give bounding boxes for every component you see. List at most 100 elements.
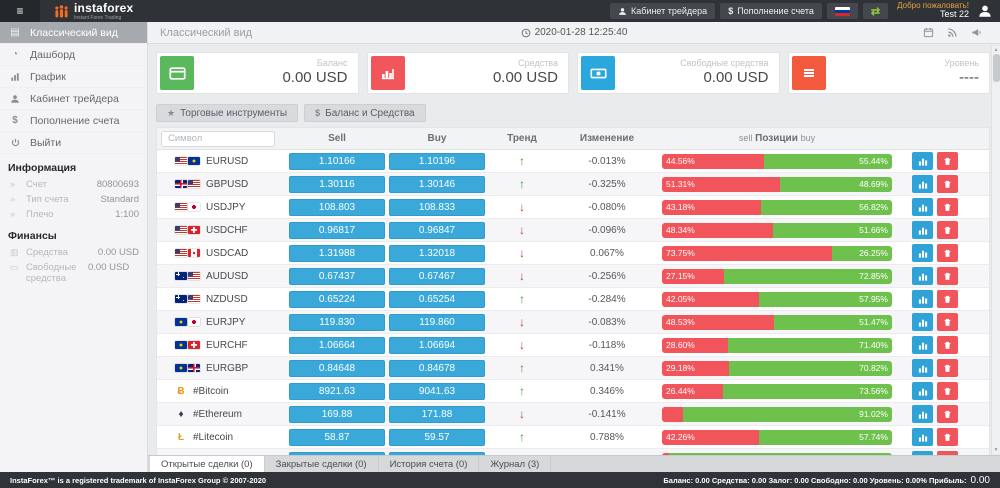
buy-price-button[interactable]: 1.30146 [389,176,485,193]
menu-toggle-button[interactable]: ≡ [0,0,40,22]
buy-price-button[interactable]: 0.84678 [389,360,485,377]
buy-positions-segment: 71.40% [728,338,892,353]
sidebar-item-classic-view[interactable]: ▤ Классический вид [0,22,147,44]
buy-price-button[interactable]: 1.32018 [389,245,485,262]
delete-symbol-button[interactable] [937,382,958,400]
sell-price-button[interactable]: 0.67437 [289,268,385,285]
sidebar-item-logout[interactable]: Выйти [0,132,147,154]
finance-row-equity: ▥ Средства 0.00 USD [0,245,147,260]
open-chart-button[interactable] [912,175,933,193]
delete-symbol-button[interactable] [937,175,958,193]
scroll-down-arrow-icon[interactable]: ▼ [994,446,999,454]
scroll-up-arrow-icon[interactable]: ▲ [994,46,999,54]
delete-symbol-button[interactable] [937,405,958,423]
delete-symbol-button[interactable] [937,336,958,354]
trend-up-arrow-icon: ↑ [519,431,525,443]
delete-symbol-button[interactable] [937,244,958,262]
delete-symbol-button[interactable] [937,428,958,446]
delete-symbol-button[interactable] [937,359,958,377]
symbol-name: #Litecoin [193,432,233,443]
symbol-name: EURCHF [206,340,248,351]
buy-price-button[interactable]: 59.57 [389,429,485,446]
power-icon [0,138,30,147]
symbol-filter-input[interactable] [161,131,275,147]
buy-price-button[interactable]: 0.65254 [389,291,485,308]
tab-journal[interactable]: Журнал (3) [479,456,551,472]
vertical-scrollbar[interactable]: ▲ ▼ [991,46,1000,454]
avatar[interactable] [978,4,992,18]
sidebar-item-deposit[interactable]: $ Пополнение счета [0,110,147,132]
change-value: -0.284% [557,294,657,305]
sell-price-button[interactable]: 169.88 [289,406,385,423]
sell-price-button[interactable]: 1.30116 [289,176,385,193]
sell-price-button[interactable]: 1.31988 [289,245,385,262]
trading-instruments-button[interactable]: ★ Торговые инструменты [156,104,298,122]
buy-price-button[interactable]: 119.860 [389,314,485,331]
buy-price-button[interactable]: 171.88 [389,406,485,423]
open-chart-button[interactable] [912,198,933,216]
sell-price-button[interactable]: 58.87 [289,429,385,446]
sidebar-item-dashboard[interactable]: ◔ Дашборд [0,44,147,66]
calendar-icon[interactable] [923,27,934,38]
sell-price-button[interactable]: 0.84648 [289,360,385,377]
chevron-right-icon: » [10,194,20,204]
tab-closed-trades[interactable]: Закрытые сделки (0) [265,456,379,472]
buy-price-button[interactable]: 0.67467 [389,268,485,285]
open-chart-button[interactable] [912,267,933,285]
announcement-icon[interactable] [971,27,982,38]
trader-cabinet-button[interactable]: Кабинет трейдера [610,3,715,19]
open-chart-button[interactable] [912,382,933,400]
sell-positions-segment: 42.05% [662,292,759,307]
open-chart-button[interactable] [912,152,933,170]
buy-price-button[interactable]: 0.96847 [389,222,485,239]
tab-open-trades[interactable]: Открытые сделки (0) [150,456,265,472]
gb-flag-icon [188,364,200,372]
symbol-cell: EURCHF [157,340,287,351]
delete-symbol-button[interactable] [937,290,958,308]
sell-price-button[interactable]: 108.803 [289,199,385,216]
open-chart-button[interactable] [912,359,933,377]
sell-price-button[interactable]: 0.65224 [289,291,385,308]
info-row-account-type: » Тип счета Standard [0,192,147,207]
open-chart-button[interactable] [912,428,933,446]
buy-price-button[interactable]: 1.06694 [389,337,485,354]
account-type: Standard [100,194,139,205]
footer-summary: Баланс: 0.00 Средства: 0.00 Залог: 0.00 … [663,475,990,486]
deposit-button[interactable]: $ Пополнение счета [720,3,822,19]
chevron-right-icon: » [10,209,20,219]
rss-icon[interactable] [947,27,958,38]
language-button[interactable] [827,3,858,19]
open-chart-button[interactable] [912,244,933,262]
buy-price-button[interactable]: 108.833 [389,199,485,216]
delete-symbol-button[interactable] [937,152,958,170]
buy-price-button[interactable]: 1.10196 [389,153,485,170]
open-chart-button[interactable] [912,313,933,331]
delete-symbol-button[interactable] [937,198,958,216]
change-value: -0.325% [557,179,657,190]
open-chart-button[interactable] [912,336,933,354]
sell-price-button[interactable]: 8921.63 [289,383,385,400]
sell-price-button[interactable]: 119.830 [289,314,385,331]
trend-down-arrow-icon: ↓ [519,224,525,236]
buy-price-button[interactable]: 9041.63 [389,383,485,400]
sell-price-button[interactable]: 1.10166 [289,153,385,170]
sell-price-button[interactable]: 1.06664 [289,337,385,354]
symbol-name: #Ethereum [193,409,242,420]
balance-and-funds-button[interactable]: $ Баланс и Средства [304,104,426,122]
scrollbar-thumb[interactable] [993,54,1000,82]
open-chart-button[interactable] [912,290,933,308]
exchange-button[interactable]: ⇄ [863,3,888,19]
open-chart-button[interactable] [912,405,933,423]
delete-symbol-button[interactable] [937,221,958,239]
sell-price-button[interactable]: 0.96817 [289,222,385,239]
symbol-name: EURUSD [206,156,248,167]
sidebar-item-trader-cabinet[interactable]: Кабинет трейдера [0,88,147,110]
card-value: ---- [826,69,980,88]
sidebar-item-chart[interactable]: График [0,66,147,88]
change-value: -0.013% [557,156,657,167]
tab-account-history[interactable]: История счета (0) [379,456,480,472]
open-chart-button[interactable] [912,221,933,239]
delete-symbol-button[interactable] [937,267,958,285]
symbol-cell: USDCHF [157,225,287,236]
delete-symbol-button[interactable] [937,313,958,331]
